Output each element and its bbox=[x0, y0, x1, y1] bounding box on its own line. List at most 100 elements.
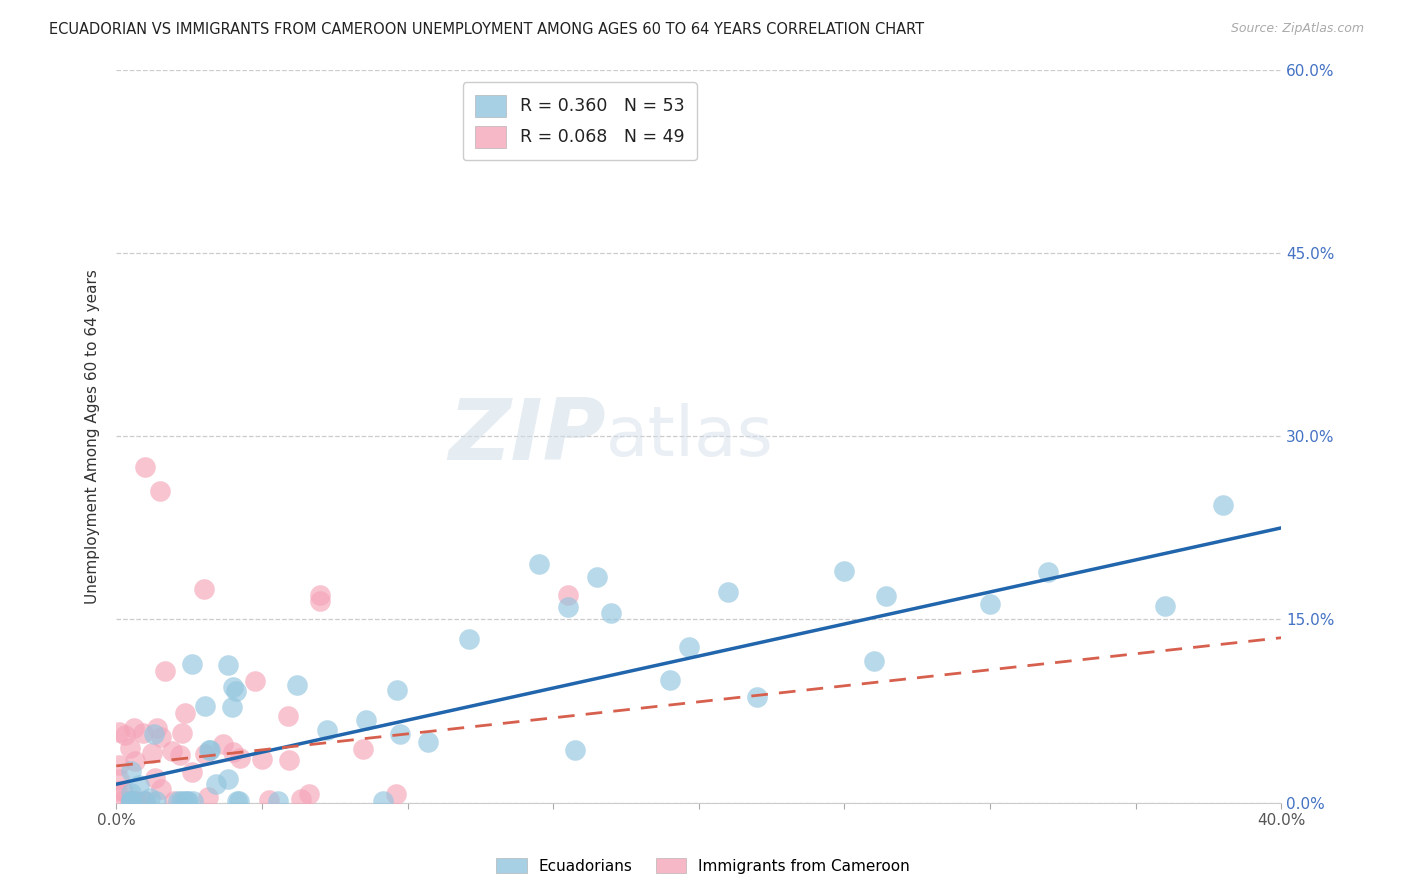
Point bbox=[114, 728, 136, 742]
Point bbox=[124, 794, 146, 808]
Point bbox=[257, 792, 280, 806]
Point bbox=[132, 794, 155, 808]
Point bbox=[277, 752, 299, 766]
Point bbox=[160, 744, 183, 758]
Point bbox=[416, 735, 439, 749]
Text: atlas: atlas bbox=[606, 403, 773, 470]
Point bbox=[143, 771, 166, 785]
Point bbox=[658, 673, 681, 688]
Point bbox=[146, 721, 169, 735]
Point bbox=[352, 742, 374, 756]
Point bbox=[316, 723, 339, 737]
Point bbox=[124, 754, 146, 768]
Point bbox=[225, 794, 247, 808]
Point bbox=[149, 781, 172, 796]
Point bbox=[120, 794, 142, 808]
Point bbox=[1154, 599, 1177, 614]
Point bbox=[143, 727, 166, 741]
Point bbox=[277, 709, 299, 723]
Point bbox=[834, 564, 856, 578]
Point bbox=[172, 726, 194, 740]
Point bbox=[678, 640, 700, 655]
Point bbox=[124, 794, 146, 808]
Text: ZIP: ZIP bbox=[449, 395, 606, 478]
Point bbox=[862, 654, 884, 668]
Text: ECUADORIAN VS IMMIGRANTS FROM CAMEROON UNEMPLOYMENT AMONG AGES 60 TO 64 YEARS CO: ECUADORIAN VS IMMIGRANTS FROM CAMEROON U… bbox=[49, 22, 924, 37]
Point bbox=[120, 794, 142, 808]
Point bbox=[211, 737, 233, 751]
Y-axis label: Unemployment Among Ages 60 to 64 years: Unemployment Among Ages 60 to 64 years bbox=[86, 268, 100, 604]
Point bbox=[564, 743, 586, 757]
Point bbox=[1038, 566, 1060, 580]
Point bbox=[197, 742, 219, 756]
Point bbox=[600, 607, 623, 621]
Point bbox=[194, 747, 217, 762]
Point bbox=[153, 665, 176, 679]
Legend: R = 0.360   N = 53, R = 0.068   N = 49: R = 0.360 N = 53, R = 0.068 N = 49 bbox=[463, 82, 697, 160]
Legend: Ecuadorians, Immigrants from Cameroon: Ecuadorians, Immigrants from Cameroon bbox=[489, 852, 917, 880]
Point bbox=[979, 597, 1001, 611]
Point bbox=[177, 794, 200, 808]
Point bbox=[128, 778, 150, 792]
Point bbox=[266, 793, 288, 807]
Point bbox=[388, 727, 411, 741]
Point bbox=[385, 683, 408, 698]
Point bbox=[217, 657, 239, 672]
Point bbox=[557, 588, 579, 602]
Point bbox=[120, 741, 142, 756]
Point bbox=[167, 794, 190, 808]
Point bbox=[290, 792, 312, 806]
Point bbox=[134, 794, 156, 808]
Point bbox=[745, 690, 768, 704]
Point bbox=[243, 674, 266, 689]
Point bbox=[557, 600, 579, 615]
Point bbox=[112, 783, 135, 797]
Point bbox=[132, 726, 155, 740]
Point bbox=[1212, 498, 1234, 512]
Point bbox=[225, 683, 247, 698]
Point bbox=[285, 678, 308, 692]
Point bbox=[134, 459, 156, 474]
Point bbox=[309, 594, 332, 608]
Point bbox=[458, 632, 481, 646]
Point bbox=[717, 585, 740, 599]
Point bbox=[108, 758, 131, 772]
Point bbox=[120, 764, 142, 778]
Point bbox=[105, 784, 128, 798]
Point bbox=[193, 582, 215, 596]
Point bbox=[107, 772, 129, 786]
Point bbox=[163, 794, 186, 808]
Point bbox=[527, 558, 550, 572]
Point bbox=[198, 743, 221, 757]
Point bbox=[217, 772, 239, 786]
Point bbox=[120, 794, 142, 808]
Point bbox=[124, 722, 146, 736]
Point bbox=[252, 752, 274, 766]
Text: Source: ZipAtlas.com: Source: ZipAtlas.com bbox=[1230, 22, 1364, 36]
Point bbox=[298, 788, 321, 802]
Point bbox=[170, 794, 193, 808]
Point bbox=[385, 787, 408, 801]
Point bbox=[150, 730, 173, 744]
Point bbox=[174, 706, 197, 720]
Point bbox=[149, 484, 172, 499]
Point bbox=[309, 588, 332, 602]
Point bbox=[194, 699, 217, 714]
Point bbox=[180, 657, 202, 672]
Point bbox=[176, 794, 198, 808]
Point bbox=[586, 570, 609, 584]
Point bbox=[222, 745, 245, 759]
Point bbox=[181, 794, 204, 808]
Point bbox=[134, 794, 156, 808]
Point bbox=[107, 725, 129, 739]
Point bbox=[204, 776, 226, 790]
Point bbox=[221, 700, 243, 714]
Point bbox=[120, 786, 142, 800]
Point bbox=[139, 791, 162, 805]
Point bbox=[173, 794, 195, 808]
Point bbox=[228, 794, 250, 808]
Point bbox=[118, 794, 141, 808]
Point bbox=[221, 680, 243, 694]
Point bbox=[169, 747, 191, 762]
Point bbox=[875, 589, 897, 603]
